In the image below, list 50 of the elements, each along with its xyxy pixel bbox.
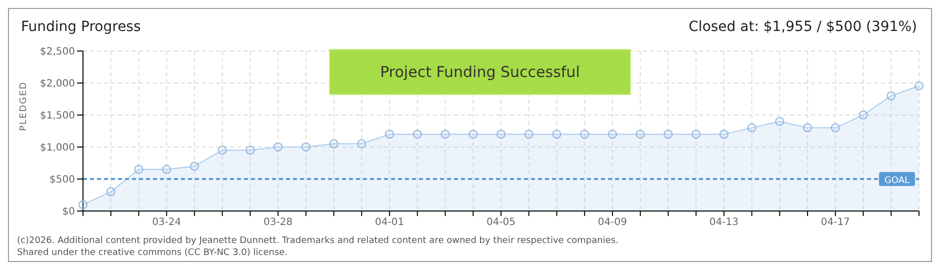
chart-title: Funding Progress	[21, 19, 141, 35]
point	[830, 123, 840, 132]
x-tick-label: 04-05	[486, 217, 516, 228]
text: Shared under the creative commons (CC BY-NC 3.0) license.	[17, 247, 289, 259]
point	[858, 110, 868, 120]
y-tick-label: $0	[62, 206, 75, 218]
y-tick-label: $2,000	[40, 78, 75, 90]
x-tick-label: 03-24	[152, 217, 182, 228]
point	[274, 142, 283, 152]
x-tick-label: 03-28	[264, 217, 293, 228]
point	[412, 130, 422, 139]
point	[468, 130, 478, 139]
point	[190, 162, 199, 171]
point	[914, 81, 924, 90]
point	[608, 130, 617, 139]
point	[329, 139, 338, 148]
point	[218, 146, 227, 155]
point	[524, 130, 534, 139]
y-tick-label: $2,500	[40, 46, 75, 58]
point	[719, 130, 728, 139]
point	[440, 130, 450, 139]
y-tick-label: $1,500	[40, 110, 75, 122]
x-tick-label: 04-01	[375, 217, 404, 228]
point	[496, 130, 506, 139]
point	[747, 123, 756, 132]
text: (c)2026. Additional content provided by Jeanette Dunnett. Trademarks and related content are owned by their respective companies.	[17, 235, 618, 247]
point	[385, 130, 394, 139]
point	[580, 130, 590, 139]
point	[692, 130, 701, 139]
ref-line-label: GOAL	[884, 176, 910, 186]
point	[357, 139, 366, 148]
x-tick-label: 04-17	[820, 217, 850, 228]
point	[552, 130, 562, 139]
point	[664, 130, 673, 139]
point	[106, 187, 116, 196]
x-tick-label: 04-09	[598, 217, 627, 228]
point	[775, 116, 784, 126]
point	[636, 130, 645, 139]
y-axis-title: PLEDGED	[19, 81, 30, 131]
x-tick-label: 04-13	[709, 217, 738, 228]
banner: Project Funding Successful	[329, 49, 631, 95]
point	[134, 164, 144, 174]
y-tick-label: $1,000	[40, 142, 75, 154]
point	[162, 164, 172, 174]
point	[246, 146, 255, 155]
point	[301, 142, 310, 152]
point	[803, 123, 812, 132]
y-tick-label: $500	[50, 174, 75, 186]
point	[886, 91, 896, 100]
chart-subtitle: Closed at: $1,955 / $500 (391%)	[688, 19, 917, 35]
